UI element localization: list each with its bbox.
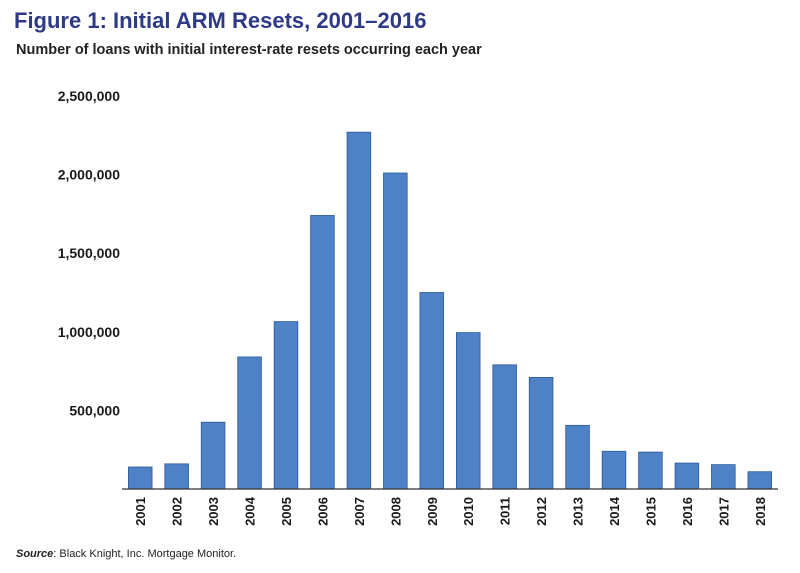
x-tick-label: 2006 (315, 497, 330, 526)
y-tick-label: 1,000,000 (58, 324, 120, 340)
bar-2017 (711, 464, 736, 490)
x-tick-label: 2016 (680, 497, 695, 526)
x-tick-label: 2015 (643, 497, 658, 526)
y-tick-label: 2,500,000 (58, 88, 120, 104)
y-tick-label: 2,000,000 (58, 167, 120, 183)
chart-subtitle: Number of loans with initial interest-ra… (16, 42, 482, 58)
x-tick-label: 2010 (461, 497, 476, 526)
x-tick-label: 2018 (753, 497, 768, 526)
chart-title: Figure 1: Initial ARM Resets, 2001–2016 (14, 8, 427, 33)
bar-2010 (455, 332, 481, 490)
y-axis: 500,000 1,000,000 1,500,000 2,000,000 2,500,… (58, 88, 121, 418)
bar-2007 (346, 131, 372, 490)
source-note: Source: Black Knight, Inc. Mortgage Moni… (16, 548, 236, 560)
bar-2013 (565, 424, 590, 490)
x-tick-label: 2014 (607, 496, 622, 526)
y-tick-label: 1,500,000 (58, 245, 120, 261)
bar-2005 (273, 321, 299, 490)
x-tick-label: 2012 (534, 497, 549, 526)
x-tick-label: 2005 (279, 497, 294, 526)
bar-2012 (528, 376, 554, 490)
source-text: : Black Knight, Inc. Mortgage Monitor. (53, 548, 237, 560)
bar-2002 (164, 463, 189, 490)
x-tick-label: 2002 (170, 497, 185, 526)
x-tick-label: 2013 (571, 497, 586, 526)
x-tick-label: 2003 (206, 497, 221, 526)
x-tick-label: 2009 (425, 497, 440, 526)
source-label: Source (16, 548, 54, 560)
bar-2003 (200, 421, 226, 490)
x-tick-label: 2004 (243, 496, 258, 526)
bar-2008 (383, 172, 408, 490)
bar-2015 (638, 451, 663, 490)
bar-2018 (747, 471, 773, 490)
bar-2001 (127, 466, 153, 490)
bar-2009 (419, 292, 445, 490)
bar-2006 (310, 215, 335, 490)
bar-2014 (601, 450, 627, 490)
x-axis: 2001 2002 2003 2004 2005 2006 2007 2008 2009 2010… (133, 496, 768, 526)
y-tick-label: 500,000 (69, 402, 120, 418)
x-tick-label: 2007 (352, 497, 367, 526)
bar-2011 (492, 364, 517, 490)
x-tick-label: 2011 (498, 497, 513, 525)
x-tick-label: 2017 (716, 497, 731, 526)
x-tick-label: 2001 (133, 497, 148, 526)
bar-2004 (237, 356, 262, 490)
bars-group (127, 131, 773, 490)
x-tick-label: 2008 (388, 497, 403, 526)
bar-2016 (674, 462, 700, 490)
